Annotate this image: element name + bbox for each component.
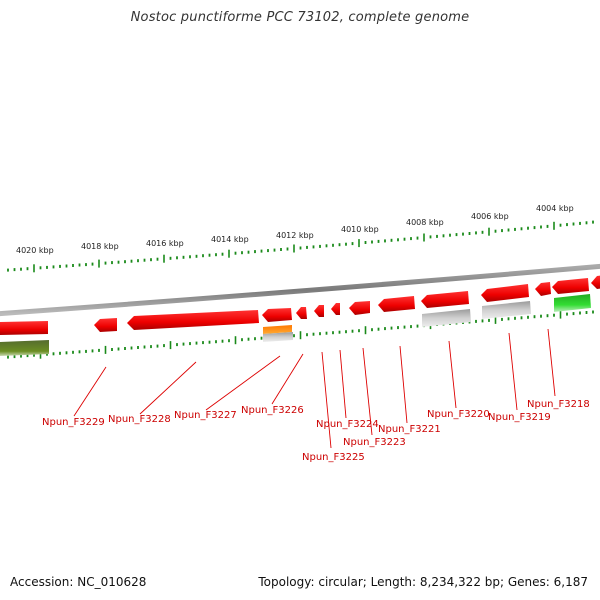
scale-label: 4016 kbp — [146, 239, 184, 248]
scale-label: 4006 kbp — [471, 212, 509, 221]
genome-summary: Topology: circular; Length: 8,234,322 bp… — [258, 575, 588, 589]
gene-label[interactable]: Npun_F3220 — [427, 409, 490, 420]
scale-label: 4014 kbp — [211, 235, 249, 244]
gene-arrow[interactable] — [0, 321, 48, 335]
gene-arrow[interactable] — [331, 303, 340, 315]
gene-arrow[interactable] — [552, 278, 589, 294]
feature-block[interactable] — [482, 301, 531, 319]
feature-block[interactable] — [554, 294, 591, 312]
gene-label[interactable]: Npun_F3226 — [241, 405, 304, 416]
gene-label[interactable]: Npun_F3221 — [378, 424, 441, 435]
feature-block[interactable] — [0, 340, 49, 356]
scale-label: 4004 kbp — [536, 204, 574, 213]
inner-scale-ticks — [7, 310, 594, 359]
scale-label: 4008 kbp — [406, 218, 444, 227]
gene-arrow[interactable] — [421, 291, 469, 308]
scale-label: 4020 kbp — [16, 246, 54, 255]
feature-block[interactable] — [263, 325, 292, 334]
gene-arrow[interactable] — [94, 318, 117, 332]
feature-block[interactable] — [263, 332, 293, 342]
gene-arrow[interactable] — [127, 310, 259, 330]
gene-label[interactable]: Npun_F3218 — [527, 399, 590, 410]
scale-label: 4018 kbp — [81, 242, 119, 251]
feature-block[interactable] — [422, 309, 471, 327]
gene-label[interactable]: Npun_F3225 — [302, 452, 365, 463]
gene-arrow[interactable] — [378, 296, 415, 312]
map-title: Nostoc punctiforme PCC 73102, complete g… — [130, 10, 470, 25]
gene-label[interactable]: Npun_F3228 — [108, 414, 171, 425]
scale-label: 4012 kbp — [276, 231, 314, 240]
gene-arrow[interactable] — [296, 307, 307, 319]
gene-label[interactable]: Npun_F3227 — [174, 410, 237, 421]
feature-track — [0, 294, 591, 356]
gene-arrow[interactable] — [349, 301, 370, 315]
outer-scale-ticks — [7, 220, 594, 273]
accession-text: Accession: NC_010628 — [10, 575, 147, 589]
label-leaders — [73, 328, 556, 449]
gene-label[interactable]: Npun_F3219 — [488, 412, 551, 423]
gene-arrow[interactable] — [262, 308, 292, 322]
scale-label: 4010 kbp — [341, 225, 379, 234]
gene-label[interactable]: Npun_F3229 — [42, 417, 105, 428]
gene-label[interactable]: Npun_F3224 — [316, 419, 379, 430]
gene-label[interactable]: Npun_F3223 — [343, 437, 406, 448]
gene-arrow[interactable] — [314, 305, 324, 317]
gene-arrow[interactable] — [535, 282, 551, 296]
gene-arrow[interactable] — [591, 275, 600, 289]
genome-backbone — [0, 263, 600, 317]
gene-track — [0, 275, 600, 335]
gene-arrow[interactable] — [481, 284, 529, 302]
gene-labels: Npun_F3229 Npun_F3228 Npun_F3227 Npun_F3… — [42, 399, 590, 463]
scale-labels: 4020 kbp 4018 kbp 4016 kbp 4014 kbp 4012… — [16, 204, 574, 255]
